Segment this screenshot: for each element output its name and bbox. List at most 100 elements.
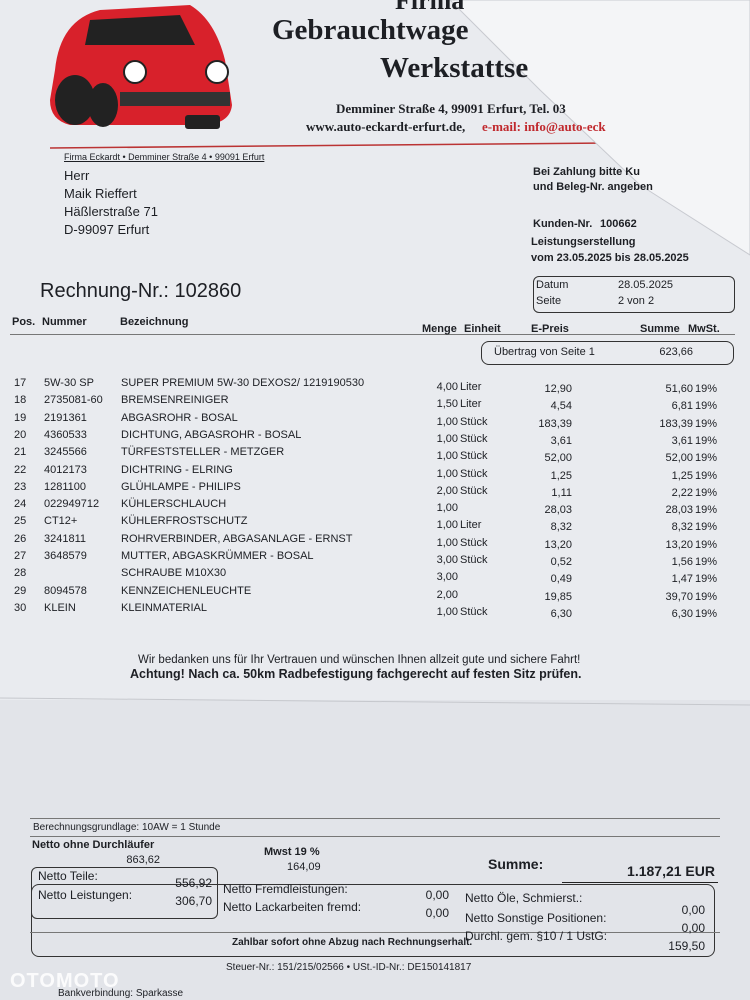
total-paint: 0,00 <box>425 906 449 920</box>
item-number: 4012173 <box>44 463 87 476</box>
unit-price: 12,90 <box>544 383 572 395</box>
vat-rate: 19% <box>695 486 718 499</box>
quantity: 1,00 <box>436 536 458 549</box>
vat-rate: 19% <box>695 504 718 517</box>
description: MUTTER, ABGASKRÜMMER - BOSAL <box>121 550 314 562</box>
line-total: 51,60 <box>665 383 693 395</box>
quantity: 2,00 <box>436 588 458 601</box>
total-transit-label: Durchl. gem. §10 / 1 UstG: <box>465 929 608 943</box>
company-top: Firma <box>395 0 465 15</box>
sum-underline <box>562 882 718 883</box>
pos: 30 <box>14 601 27 614</box>
column-header: E-Preis <box>531 323 569 335</box>
line-total: 6,30 <box>671 607 693 620</box>
sum-value: 1.187,21 EUR <box>627 863 715 879</box>
description: ROHRVERBINDER, ABGASANLAGE - ERNST <box>121 532 353 545</box>
recipient-line: Herr <box>64 168 90 183</box>
item-number: 2191361 <box>44 411 87 424</box>
item-number: KLEIN <box>44 601 76 614</box>
line-total: 28,03 <box>665 504 693 517</box>
description: KÜHLERFROSTSCHUTZ <box>121 515 248 528</box>
total-paint-label: Netto Lackarbeiten fremd: <box>223 900 362 914</box>
unit-price: 4,54 <box>550 400 572 413</box>
description: KLEINMATERIAL <box>121 601 207 614</box>
line-total: 2,22 <box>671 486 693 499</box>
line-total: 52,00 <box>665 452 693 465</box>
line-total: 1,25 <box>671 469 693 482</box>
description: SUPER PREMIUM 5W-30 DEXOS2/ 1219190530 <box>121 377 365 389</box>
unit-price: 0,52 <box>550 556 572 568</box>
total-oils: 0,00 <box>681 903 705 917</box>
column-header: Bezeichnung <box>120 316 189 328</box>
pos: 24 <box>14 498 27 511</box>
recipient-line: Häßlerstraße 71 <box>64 204 158 219</box>
service-period: Leistungserstellung <box>531 236 636 248</box>
vat-label: Mwst 19 % <box>264 846 320 858</box>
company-address: Demminer Straße 4, 99091 Erfurt, Tel. 03 <box>336 101 566 116</box>
pos: 23 <box>14 480 27 493</box>
quantity: 1,00 <box>436 432 458 445</box>
invoice-title: Rechnung-Nr.: 102860 <box>40 280 242 302</box>
description: GLÜHLAMPE - PHILIPS <box>121 480 241 493</box>
line-total: 13,20 <box>665 538 693 551</box>
basis: Berechnungsgrundlage: 10AW = 1 Stunde <box>33 822 221 833</box>
tax-info: Steuer-Nr.: 151/215/02566 • USt.-ID-Nr.:… <box>226 962 472 973</box>
vat-rate: 19% <box>695 590 718 603</box>
total-services: 306,70 <box>175 894 212 908</box>
line-total: 1,56 <box>671 556 693 568</box>
unit-price: 183,39 <box>538 417 572 430</box>
bank-info: Bankverbindung: Sparkasse <box>58 988 184 999</box>
unit: Stück <box>460 415 488 428</box>
folded-corner <box>449 0 750 256</box>
item-number: 3245566 <box>44 446 87 459</box>
paper-lower <box>0 700 750 1000</box>
quantity: 1,00 <box>436 467 458 480</box>
vat-rate: 19% <box>695 452 718 465</box>
quantity: 1,50 <box>436 398 458 411</box>
description: DICHTUNG, ABGASROHR - BOSAL <box>121 428 302 441</box>
totals-rule <box>30 818 720 819</box>
date: 28.05.2025 <box>618 279 674 291</box>
unit-price: 13,20 <box>544 538 572 551</box>
unit-price: 28,03 <box>544 504 572 517</box>
vat-rate: 19% <box>695 607 718 620</box>
recipient-line: Maik Rieffert <box>64 186 137 201</box>
net-label: Netto ohne Durchläufer <box>32 839 155 851</box>
unit-price: 52,00 <box>544 452 572 465</box>
unit-price: 1,25 <box>550 469 572 482</box>
line-total: 1,47 <box>671 573 693 586</box>
warning: Achtung! Nach ca. 50km Radbefestigung fa… <box>130 667 582 681</box>
column-header: Nummer <box>42 316 87 328</box>
vat-rate: 19% <box>695 573 718 586</box>
unit: Stück <box>460 554 488 566</box>
line-total: 183,39 <box>659 417 693 430</box>
thanks: Wir bedanken uns für Ihr Vertrauen und w… <box>138 654 581 666</box>
recipient-line: D-99097 Erfurt <box>64 222 150 237</box>
sender-line: Firma Eckardt • Demminer Straße 4 • 9909… <box>64 152 265 162</box>
page-number: 2 von 2 <box>618 295 655 307</box>
unit: Stück <box>460 536 488 549</box>
vat-rate: 19% <box>695 538 718 551</box>
carry-over-label: Übertrag von Seite 1 <box>494 346 595 358</box>
pos: 17 <box>14 377 27 389</box>
line-total: 3,61 <box>671 434 693 447</box>
header-rule <box>10 334 735 335</box>
description: KÜHLERSCHLAUCH <box>121 498 227 511</box>
unit-price: 0,49 <box>550 573 572 586</box>
totals-box <box>31 884 715 957</box>
total-parts: 556,92 <box>175 876 212 890</box>
totals-rule <box>30 836 720 837</box>
quantity: 3,00 <box>436 554 458 566</box>
quantity: 1,00 <box>436 605 458 618</box>
description: SCHRAUBE M10X30 <box>121 567 227 580</box>
unit-price: 1,11 <box>551 486 572 499</box>
pos: 27 <box>14 550 27 562</box>
total-external-label: Netto Fremdleistungen: <box>223 882 348 896</box>
car-logo <box>50 5 232 129</box>
unit: Stück <box>460 605 488 618</box>
quantity: 3,00 <box>436 571 458 584</box>
company-name: Gebrauchtwage <box>272 14 469 46</box>
payment-note: Bei Zahlung bitte Ku <box>533 166 640 178</box>
